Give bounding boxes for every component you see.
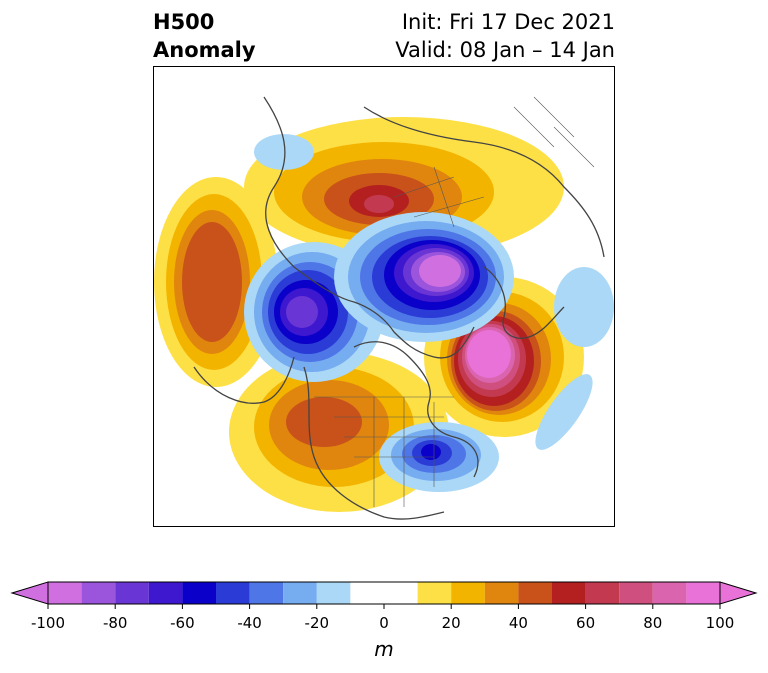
colorbar-segment	[350, 582, 418, 604]
colorbar-unit-label: m	[374, 637, 394, 661]
title-variable: H500	[153, 10, 215, 34]
coastlines	[193, 96, 605, 520]
colorbar-segment	[115, 582, 149, 604]
colorbar-segment	[417, 582, 452, 604]
colorbar-segment	[552, 582, 586, 604]
chart-title-left: H500 Anomaly	[153, 8, 256, 64]
colorbar-tick-label: 40	[508, 614, 528, 632]
anomaly-map	[153, 66, 615, 527]
colorbar-tick-label: -80	[102, 614, 128, 632]
colorbar-segment	[451, 582, 485, 604]
colorbar-segment	[585, 582, 620, 604]
colorbar-min-extend	[10, 581, 49, 605]
colorbar-tick-label: 0	[379, 614, 389, 632]
colorbar-segment	[283, 582, 317, 604]
colorbar-segment	[686, 582, 720, 604]
trough-east-us	[379, 422, 499, 492]
colorbar-segment	[182, 582, 216, 604]
colorbar-tick-label: -20	[304, 614, 330, 632]
colorbar-segment	[148, 582, 183, 604]
ridge-atlantic	[424, 277, 584, 437]
trough-polar	[334, 212, 514, 342]
colorbar-segment	[48, 582, 82, 604]
colorbar-segment	[652, 582, 687, 604]
colorbar-tick-label: -60	[170, 614, 195, 632]
ridge-pacific	[154, 177, 278, 387]
init-date: Init: Fri 17 Dec 2021	[401, 10, 615, 34]
colorbar-segment	[316, 582, 351, 604]
trough-small-north	[254, 134, 314, 170]
colorbar-tick-label: 20	[441, 614, 461, 632]
anomaly-map-svg	[154, 96, 614, 520]
title-anomaly: Anomaly	[153, 38, 256, 62]
colorbar-segment	[518, 582, 552, 604]
colorbar-tick-label: 100	[705, 614, 735, 632]
trough-small-se	[535, 374, 593, 450]
colorbar-tick-label: -40	[237, 614, 262, 632]
chart-title-right: Init: Fri 17 Dec 2021 Valid: 08 Jan – 14…	[395, 8, 615, 64]
colorbar-tick-label: 80	[643, 614, 663, 632]
borders	[314, 96, 595, 507]
colorbar	[10, 581, 758, 609]
valid-range: Valid: 08 Jan – 14 Jan	[395, 38, 615, 62]
colorbar-segment	[249, 582, 284, 604]
colorbar-tick-label: -100	[30, 614, 66, 632]
colorbar-segment	[484, 582, 519, 604]
colorbar-max-extend	[719, 581, 758, 605]
colorbar-segment	[81, 582, 116, 604]
trough-small-east	[554, 267, 614, 347]
colorbar-segment	[216, 582, 250, 604]
colorbar-segment	[619, 582, 653, 604]
colorbar-tick-label: 60	[576, 614, 596, 632]
